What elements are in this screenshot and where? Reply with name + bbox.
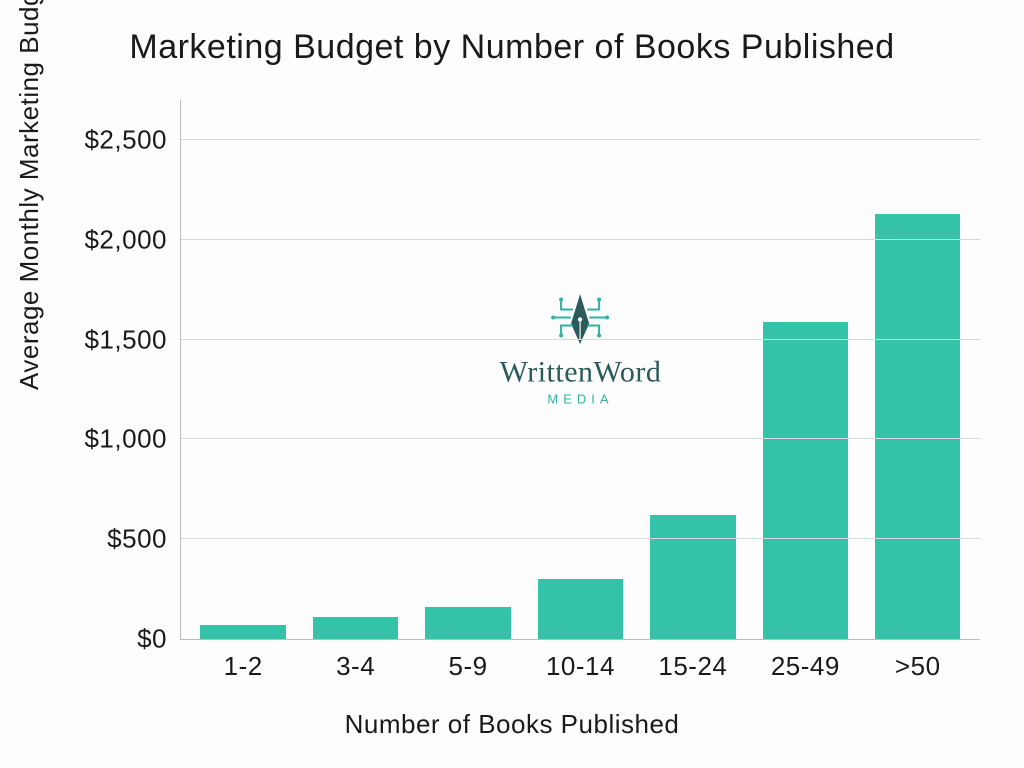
y-tick-label: $1,500 (84, 324, 181, 355)
bar (875, 214, 960, 639)
bar (650, 515, 735, 639)
x-tick-label: 3-4 (336, 639, 375, 682)
gridline (181, 538, 980, 539)
bar (763, 322, 848, 639)
bar (538, 579, 623, 639)
x-tick-label: 15-24 (658, 639, 727, 682)
x-tick-label: 10-14 (546, 639, 615, 682)
y-tick-label: $1,000 (84, 424, 181, 455)
y-tick-label: $500 (107, 524, 181, 555)
chart-title: Marketing Budget by Number of Books Publ… (0, 28, 1024, 67)
gridline (181, 339, 980, 340)
y-tick-label: $0 (137, 624, 181, 655)
bar-slot: >50 (862, 100, 974, 639)
y-axis-label: Average Monthly Marketing Budget ($) (14, 0, 45, 390)
bar (425, 607, 510, 639)
x-tick-label: 25-49 (771, 639, 840, 682)
y-tick-label: $2,500 (84, 124, 181, 155)
x-tick-label: >50 (895, 639, 941, 682)
plot-area: 1-23-45-910-1415-2425-49>50 (180, 100, 980, 640)
gridline (181, 139, 980, 140)
bar-slot: 15-24 (637, 100, 749, 639)
bars-container: 1-23-45-910-1415-2425-49>50 (181, 100, 980, 639)
bar (313, 617, 398, 639)
bar-slot: 25-49 (749, 100, 861, 639)
bar-slot: 3-4 (299, 100, 411, 639)
y-tick-label: $2,000 (84, 224, 181, 255)
bar (200, 625, 285, 639)
bar-slot: 5-9 (412, 100, 524, 639)
x-tick-label: 1-2 (224, 639, 263, 682)
x-axis-label: Number of Books Published (0, 709, 1024, 740)
bar-slot: 10-14 (524, 100, 636, 639)
x-tick-label: 5-9 (449, 639, 488, 682)
gridline (181, 239, 980, 240)
gridline (181, 438, 980, 439)
bar-slot: 1-2 (187, 100, 299, 639)
